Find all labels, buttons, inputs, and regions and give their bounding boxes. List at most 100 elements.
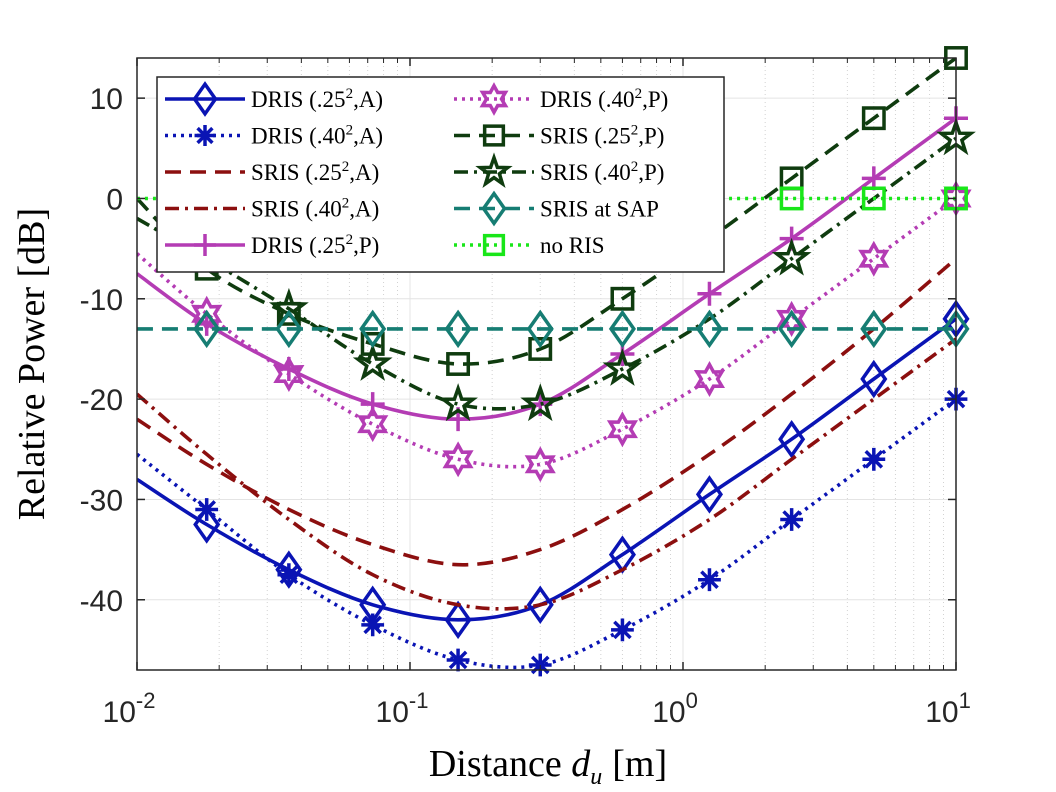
legend-label-tail: ,P) bbox=[638, 124, 664, 149]
legend-label-name: SRIS (.40 bbox=[251, 197, 342, 222]
diamond-marker bbox=[860, 359, 888, 399]
x-tick-label: 101 bbox=[925, 688, 971, 729]
legend-item: SRIS (.402,P) bbox=[454, 152, 664, 188]
legend-label-name: SRIS at SAP bbox=[540, 197, 659, 222]
x-tick-base: 10 bbox=[652, 696, 685, 729]
legend-label: SRIS (.402,P) bbox=[540, 159, 664, 185]
x-tick-base: 10 bbox=[925, 696, 958, 729]
legend-label-name: no RIS bbox=[540, 233, 605, 258]
x-tick-exponent: 0 bbox=[686, 688, 698, 713]
legend-item: SRIS (.252,A) bbox=[165, 159, 379, 185]
asterisk-marker bbox=[611, 618, 634, 642]
diamond-marker bbox=[359, 309, 387, 349]
legend-label-tail: ,A) bbox=[349, 160, 379, 185]
series-line bbox=[137, 337, 956, 611]
x-axis-title-variable: d bbox=[571, 743, 591, 785]
x-tick-label: 100 bbox=[652, 688, 698, 729]
legend-label-name: SRIS (.40 bbox=[540, 160, 631, 185]
series-line bbox=[137, 58, 956, 366]
diamond-marker bbox=[444, 309, 472, 349]
x-axis-title-subscript: u bbox=[590, 764, 602, 790]
hexagram-marker bbox=[524, 446, 556, 483]
asterisk-marker bbox=[194, 125, 216, 146]
legend-label-tail: ,P) bbox=[638, 160, 664, 185]
square-marker bbox=[610, 286, 635, 311]
series-markers bbox=[195, 387, 968, 677]
hexagram-marker bbox=[442, 441, 474, 478]
y-tick-label: -20 bbox=[80, 384, 123, 417]
legend: DRIS (.252,A)DRIS (.402,A)SRIS (.252,A)S… bbox=[156, 76, 725, 273]
plus-marker bbox=[861, 166, 886, 191]
series-markers bbox=[193, 309, 970, 349]
series-line bbox=[137, 136, 956, 411]
series-markers bbox=[193, 299, 970, 640]
legend-label-name: SRIS (.25 bbox=[540, 124, 631, 149]
asterisk-marker bbox=[862, 447, 886, 471]
legend-item: no RIS bbox=[454, 233, 605, 258]
legend-label: DRIS (.252,P) bbox=[251, 232, 379, 258]
plus-marker bbox=[194, 234, 216, 256]
series-7 bbox=[137, 58, 956, 366]
hexagram-marker bbox=[479, 82, 509, 116]
x-axis-title-word: Distance bbox=[429, 743, 562, 785]
series-markers bbox=[191, 180, 972, 483]
plot-frame bbox=[136, 57, 957, 671]
diamond-marker bbox=[526, 585, 554, 625]
legend-item: SRIS at SAP bbox=[454, 190, 659, 227]
legend-label-name: DRIS (.40 bbox=[540, 87, 635, 112]
y-tick-label: -40 bbox=[80, 585, 123, 618]
x-tick-exponent: -1 bbox=[409, 688, 429, 713]
diamond-marker bbox=[608, 309, 636, 349]
series-4 bbox=[137, 337, 956, 611]
legend-label-tail: ,A) bbox=[353, 124, 383, 149]
diamond-marker bbox=[192, 81, 218, 117]
y-tick-label: 10 bbox=[90, 83, 123, 116]
x-axis-title-unit: [m] bbox=[612, 743, 667, 785]
asterisk-marker bbox=[195, 498, 219, 521]
x-tick-base: 10 bbox=[103, 696, 136, 729]
diamond-marker bbox=[481, 190, 507, 227]
legend-item: SRIS (.402,A) bbox=[165, 196, 379, 222]
x-tick-exponent: -2 bbox=[136, 688, 156, 713]
square-marker bbox=[360, 331, 385, 356]
series-3 bbox=[137, 257, 956, 567]
pentagram-marker bbox=[475, 152, 513, 188]
diamond-marker bbox=[695, 475, 723, 514]
pentagram-marker bbox=[438, 383, 478, 422]
square-marker bbox=[482, 233, 506, 257]
diamond-marker bbox=[860, 309, 888, 349]
square-marker bbox=[528, 337, 553, 361]
legend-label-name: DRIS (.25 bbox=[251, 233, 346, 258]
diamond-marker bbox=[778, 420, 806, 459]
diamond-marker bbox=[526, 309, 554, 349]
pentagram-marker bbox=[520, 383, 561, 422]
x-tick-exponent: 1 bbox=[959, 688, 971, 713]
asterisk-marker bbox=[780, 508, 804, 531]
legend-label-exponent: 2 bbox=[346, 123, 354, 139]
legend-item: DRIS (.252,P) bbox=[165, 232, 379, 258]
y-axis-title: Relative Power [dB] bbox=[11, 208, 53, 520]
legend-label-exponent: 2 bbox=[342, 196, 350, 212]
legend-label: SRIS (.402,A) bbox=[251, 196, 379, 222]
pentagram-marker bbox=[602, 348, 643, 386]
hexagram-marker bbox=[776, 300, 808, 337]
hexagram-marker bbox=[191, 295, 223, 332]
y-tick-label: -30 bbox=[80, 484, 123, 517]
legend-label-exponent: 2 bbox=[631, 159, 639, 175]
hexagram-marker bbox=[858, 240, 890, 277]
asterisk-marker bbox=[361, 613, 385, 637]
diamond-marker bbox=[193, 309, 221, 349]
y-tick-label: 0 bbox=[106, 183, 123, 216]
legend-item: DRIS (.402,P) bbox=[454, 82, 668, 116]
legend-label: DRIS (.252,A) bbox=[251, 86, 383, 112]
pentagram-marker bbox=[771, 237, 812, 276]
diamond-marker bbox=[778, 309, 806, 349]
legend-label-exponent: 2 bbox=[631, 123, 639, 139]
square-marker bbox=[861, 106, 886, 131]
legend-label-name: DRIS (.40 bbox=[251, 124, 346, 149]
plus-marker bbox=[697, 281, 722, 306]
square-marker bbox=[482, 124, 506, 147]
x-tick-base: 10 bbox=[376, 696, 409, 729]
diamond-marker bbox=[275, 309, 303, 349]
